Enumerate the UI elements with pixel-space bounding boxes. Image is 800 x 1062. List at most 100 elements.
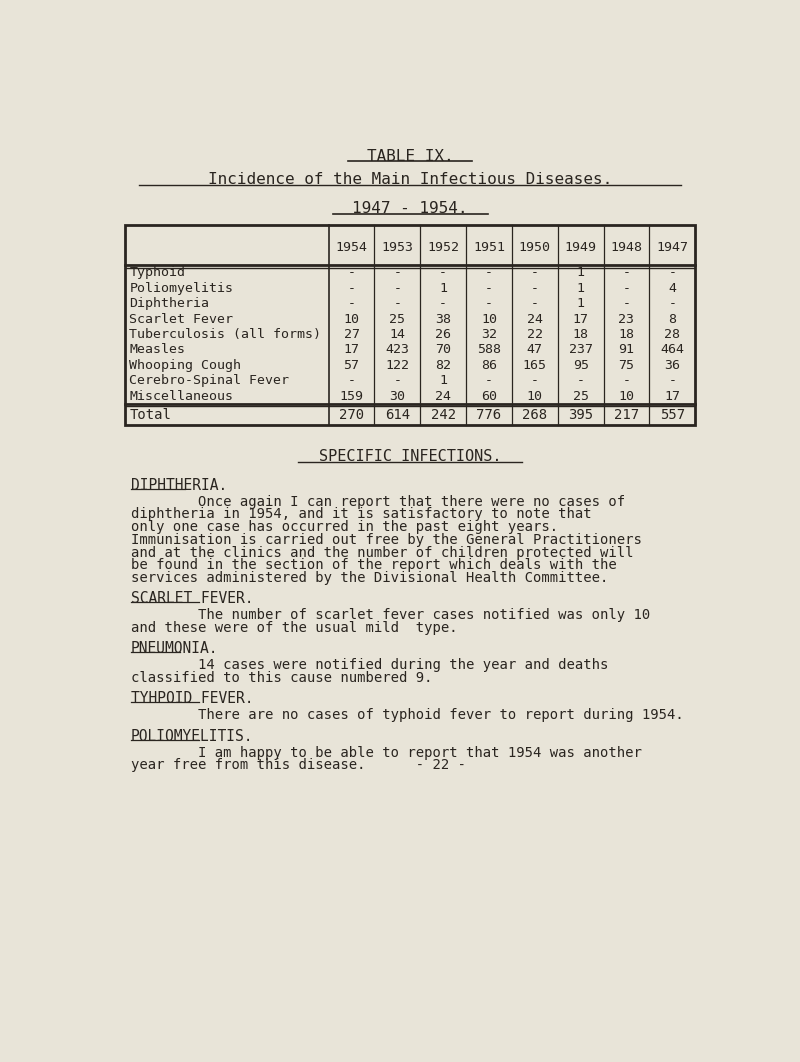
Text: 1: 1: [577, 281, 585, 295]
Text: 776: 776: [477, 408, 502, 422]
Text: -: -: [485, 281, 493, 295]
Text: 1952: 1952: [427, 241, 459, 254]
Text: -: -: [347, 374, 355, 388]
Text: -: -: [347, 281, 355, 295]
Text: 10: 10: [618, 390, 634, 402]
Text: 18: 18: [573, 328, 589, 341]
Text: 237: 237: [569, 343, 593, 357]
Text: 242: 242: [430, 408, 456, 422]
Text: 60: 60: [481, 390, 497, 402]
Text: and these were of the usual mild  type.: and these were of the usual mild type.: [131, 621, 458, 635]
Text: 159: 159: [339, 390, 363, 402]
Text: -: -: [394, 281, 402, 295]
Text: year free from this disease.      - 22 -: year free from this disease. - 22 -: [131, 758, 466, 772]
Text: and at the clinics and the number of children protected will: and at the clinics and the number of chi…: [131, 546, 634, 560]
Text: -: -: [394, 297, 402, 310]
Text: 22: 22: [527, 328, 543, 341]
Text: -: -: [531, 374, 539, 388]
Text: -: -: [668, 374, 676, 388]
Text: -: -: [622, 374, 630, 388]
Text: Measles: Measles: [130, 343, 186, 357]
Text: -: -: [577, 374, 585, 388]
Text: 1947 - 1954.: 1947 - 1954.: [352, 201, 468, 216]
Text: 1953: 1953: [382, 241, 414, 254]
Text: 1950: 1950: [519, 241, 551, 254]
Text: classified to this cause numbered 9.: classified to this cause numbered 9.: [131, 671, 433, 685]
Text: 17: 17: [664, 390, 680, 402]
Text: TYHPOID FEVER.: TYHPOID FEVER.: [131, 691, 254, 706]
Text: DIPHTHERIA.: DIPHTHERIA.: [131, 478, 227, 493]
Text: Tuberculosis (all forms): Tuberculosis (all forms): [130, 328, 322, 341]
Text: -: -: [394, 374, 402, 388]
Text: There are no cases of typhoid fever to report during 1954.: There are no cases of typhoid fever to r…: [131, 708, 684, 722]
Text: diphtheria in 1954, and it is satisfactory to note that: diphtheria in 1954, and it is satisfacto…: [131, 508, 592, 521]
Text: 1: 1: [439, 281, 447, 295]
Text: -: -: [622, 297, 630, 310]
Text: SPECIFIC INFECTIONS.: SPECIFIC INFECTIONS.: [318, 448, 502, 463]
Text: 1954: 1954: [335, 241, 367, 254]
Text: -: -: [485, 297, 493, 310]
Text: PNEUMONIA.: PNEUMONIA.: [131, 641, 218, 656]
Text: -: -: [622, 281, 630, 295]
Text: 28: 28: [664, 328, 680, 341]
Text: -: -: [622, 267, 630, 279]
Text: 4: 4: [668, 281, 676, 295]
Text: 95: 95: [573, 359, 589, 372]
Text: -: -: [531, 281, 539, 295]
Text: I am happy to be able to report that 1954 was another: I am happy to be able to report that 195…: [131, 746, 642, 759]
Text: 82: 82: [435, 359, 451, 372]
Text: only one case has occurred in the past eight years.: only one case has occurred in the past e…: [131, 520, 558, 534]
Text: Typhoid: Typhoid: [130, 267, 186, 279]
Text: -: -: [347, 267, 355, 279]
Text: 1: 1: [577, 297, 585, 310]
Text: 270: 270: [339, 408, 364, 422]
Text: 24: 24: [527, 312, 543, 326]
Text: 8: 8: [668, 312, 676, 326]
Text: 10: 10: [343, 312, 359, 326]
Text: 588: 588: [477, 343, 501, 357]
Text: 27: 27: [343, 328, 359, 341]
Text: Whooping Cough: Whooping Cough: [130, 359, 242, 372]
Text: -: -: [531, 267, 539, 279]
Text: 14: 14: [390, 328, 406, 341]
Text: 1: 1: [439, 374, 447, 388]
Text: Total: Total: [130, 408, 171, 422]
Text: -: -: [439, 297, 447, 310]
Text: 395: 395: [568, 408, 594, 422]
Text: 18: 18: [618, 328, 634, 341]
Text: 217: 217: [614, 408, 639, 422]
Text: services administered by the Divisional Health Committee.: services administered by the Divisional …: [131, 571, 608, 585]
Text: 70: 70: [435, 343, 451, 357]
Text: 17: 17: [343, 343, 359, 357]
Text: Miscellaneous: Miscellaneous: [130, 390, 234, 402]
Text: 30: 30: [390, 390, 406, 402]
Text: 557: 557: [660, 408, 685, 422]
Text: POLIOMYELITIS.: POLIOMYELITIS.: [131, 729, 254, 743]
Text: 32: 32: [481, 328, 497, 341]
Text: 10: 10: [481, 312, 497, 326]
Text: Scarlet Fever: Scarlet Fever: [130, 312, 234, 326]
Text: Once again I can report that there were no cases of: Once again I can report that there were …: [131, 495, 625, 509]
Text: be found in the section of the report which deals with the: be found in the section of the report wh…: [131, 559, 617, 572]
Text: -: -: [485, 267, 493, 279]
Text: 25: 25: [390, 312, 406, 326]
Text: 464: 464: [660, 343, 684, 357]
Text: Immunisation is carried out free by the General Practitioners: Immunisation is carried out free by the …: [131, 533, 642, 547]
Text: 1: 1: [577, 267, 585, 279]
Text: 1949: 1949: [565, 241, 597, 254]
Text: 38: 38: [435, 312, 451, 326]
Text: 10: 10: [527, 390, 543, 402]
Text: Incidence of the Main Infectious Diseases.: Incidence of the Main Infectious Disease…: [208, 172, 612, 187]
Text: 26: 26: [435, 328, 451, 341]
Text: Poliomyelitis: Poliomyelitis: [130, 281, 234, 295]
Text: -: -: [394, 267, 402, 279]
Text: 14 cases were notified during the year and deaths: 14 cases were notified during the year a…: [131, 658, 608, 672]
Text: 423: 423: [386, 343, 410, 357]
Text: 36: 36: [664, 359, 680, 372]
Text: 1948: 1948: [610, 241, 642, 254]
Text: 47: 47: [527, 343, 543, 357]
Text: 75: 75: [618, 359, 634, 372]
Text: -: -: [668, 267, 676, 279]
Text: 122: 122: [386, 359, 410, 372]
Text: -: -: [485, 374, 493, 388]
